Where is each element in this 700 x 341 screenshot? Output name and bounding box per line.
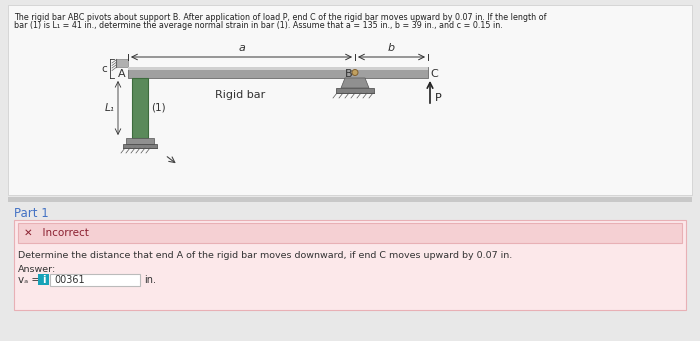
Text: P: P (435, 93, 442, 103)
Bar (132, 78, 148, 138)
Text: ✕   Incorrect: ✕ Incorrect (24, 228, 89, 238)
Bar (336, 88, 374, 93)
Circle shape (352, 70, 358, 75)
Text: b: b (388, 43, 395, 53)
Text: B: B (345, 69, 353, 79)
Bar (8, 5, 692, 195)
Text: in.: in. (144, 275, 156, 285)
Bar (38, 274, 49, 285)
Text: Answer:: Answer: (18, 265, 56, 274)
Text: (1): (1) (151, 103, 166, 113)
Text: c: c (102, 63, 107, 74)
Bar (14, 220, 686, 310)
Text: 00361: 00361 (54, 275, 85, 285)
Bar (123, 144, 157, 148)
Text: bar (1) is L₁ = 41 in., determine the average normal strain in bar (1). Assume t: bar (1) is L₁ = 41 in., determine the av… (14, 21, 503, 30)
Bar (116, 59, 128, 67)
Text: a: a (238, 43, 245, 53)
Text: L₁: L₁ (105, 103, 115, 113)
Bar (128, 67, 428, 70)
Text: i: i (42, 275, 46, 285)
Bar (128, 67, 428, 78)
Text: C: C (430, 69, 438, 79)
Polygon shape (341, 78, 369, 88)
Text: vₐ =: vₐ = (18, 275, 40, 285)
Bar (8, 202, 692, 336)
Text: Part 1: Part 1 (14, 207, 49, 220)
Bar (50, 274, 140, 286)
Text: The rigid bar ABC pivots about support B. After application of load P, end C of : The rigid bar ABC pivots about support B… (14, 13, 547, 22)
Text: Determine the distance that end A of the rigid bar moves downward, if end C move: Determine the distance that end A of the… (18, 251, 512, 260)
Text: A: A (118, 69, 126, 79)
Bar (126, 138, 154, 144)
Bar (18, 223, 682, 243)
Text: Rigid bar: Rigid bar (215, 90, 265, 100)
Bar (8, 197, 692, 202)
